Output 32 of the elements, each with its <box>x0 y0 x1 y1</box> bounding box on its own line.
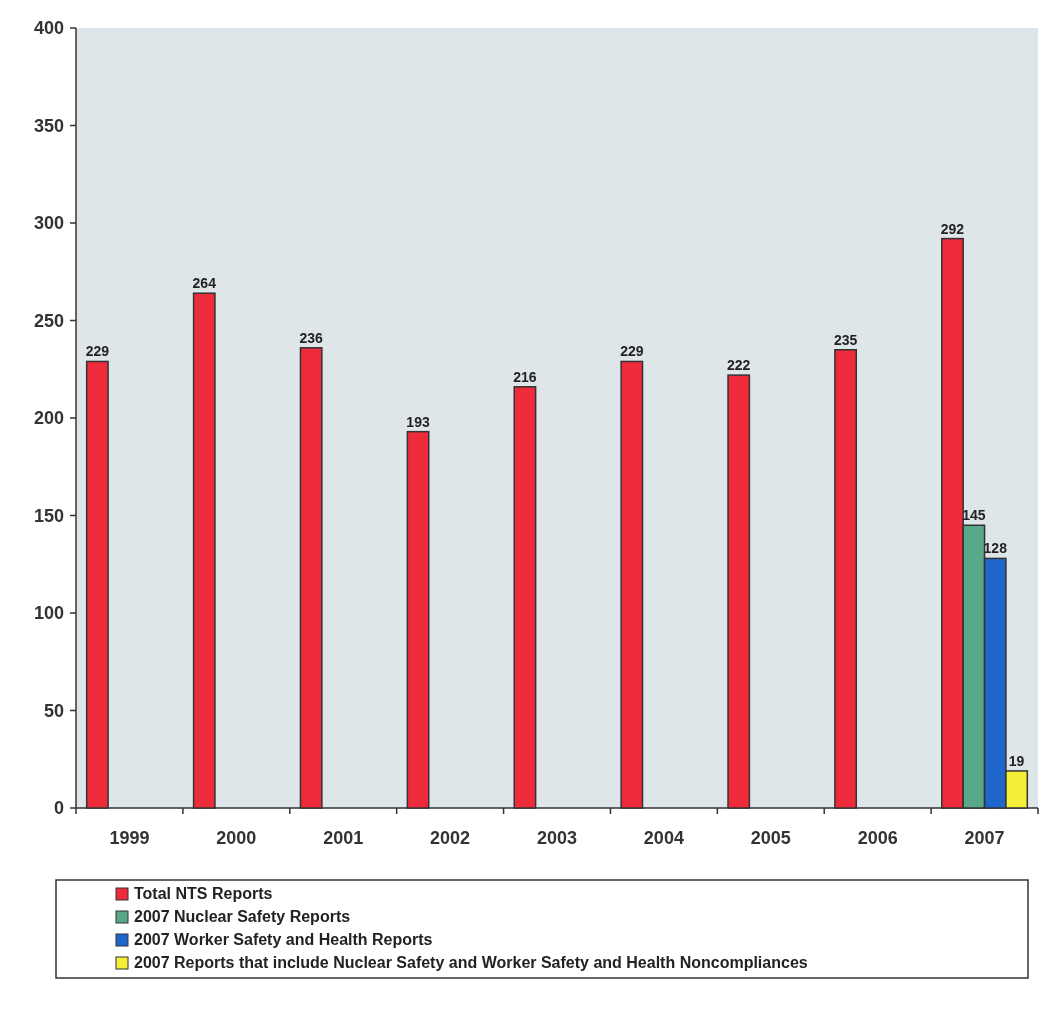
data-label: 264 <box>192 275 217 292</box>
y-tick-label: 200 <box>33 408 64 429</box>
y-tick-label: 150 <box>33 505 64 526</box>
x-tick-label: 2005 <box>750 828 791 848</box>
y-tick-label: 300 <box>33 213 64 234</box>
data-label: 193 <box>406 413 430 430</box>
data-label: 229 <box>85 343 110 360</box>
x-tick-label: 2004 <box>643 828 684 848</box>
data-label: 292 <box>940 220 965 237</box>
data-label: 222 <box>727 357 751 374</box>
x-tick-label: 2003 <box>536 828 578 848</box>
y-tick-label: 400 <box>33 18 64 39</box>
data-label: 216 <box>513 368 537 385</box>
legend-label: Total NTS Reports <box>134 885 273 902</box>
data-label: 19 <box>1008 752 1025 769</box>
x-tick-label: 2001 <box>323 828 364 848</box>
x-tick-label: 2000 <box>216 828 257 848</box>
data-label: 229 <box>620 343 644 360</box>
y-tick-label: 350 <box>33 115 64 136</box>
x-tick-label: 2007 <box>964 828 1005 848</box>
y-tick-label: 250 <box>33 310 64 331</box>
x-tick-label: 1999 <box>109 828 150 848</box>
y-tick-label: 100 <box>33 603 64 624</box>
y-tick-label: 0 <box>53 798 64 819</box>
x-tick-label: 2006 <box>857 828 898 848</box>
x-tick-label: 2002 <box>430 828 471 848</box>
legend-label: 2007 Worker Safety and Health Reports <box>134 931 433 948</box>
legend-label: 2007 Nuclear Safety Reports <box>134 908 351 925</box>
data-label: 236 <box>299 329 324 346</box>
legend-label: 2007 Reports that include Nuclear Safety and Worker Safety and Health Noncompliances <box>134 954 808 971</box>
data-label: 235 <box>833 331 858 348</box>
y-tick-label: 50 <box>43 700 64 721</box>
